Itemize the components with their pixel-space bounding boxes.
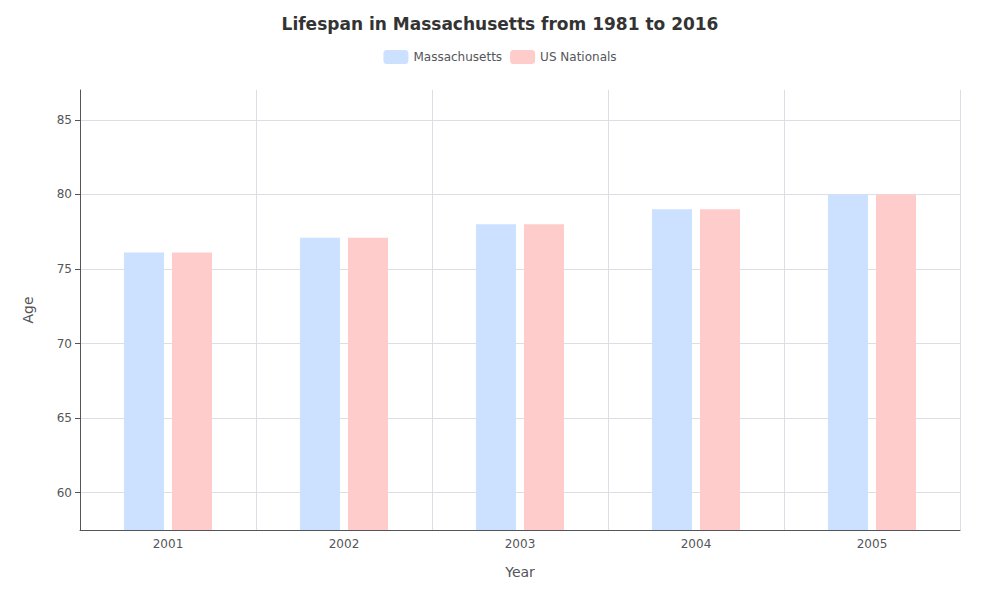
svg-text:Massachusetts: Massachusetts (413, 50, 502, 64)
svg-text:60: 60 (57, 486, 72, 500)
svg-text:75: 75 (57, 262, 72, 276)
svg-text:2002: 2002 (329, 537, 360, 551)
svg-text:2003: 2003 (505, 537, 536, 551)
svg-text:Lifespan in Massachusetts from: Lifespan in Massachusetts from 1981 to 2… (282, 14, 719, 34)
svg-text:2005: 2005 (857, 537, 888, 551)
svg-text:70: 70 (57, 337, 72, 351)
svg-text:US Nationals: US Nationals (540, 50, 616, 64)
svg-text:80: 80 (57, 187, 72, 201)
svg-text:2001: 2001 (153, 537, 184, 551)
svg-text:Year: Year (504, 564, 535, 580)
svg-text:2004: 2004 (681, 537, 712, 551)
svg-text:85: 85 (57, 113, 72, 127)
svg-text:Age: Age (20, 296, 36, 323)
svg-text:65: 65 (57, 411, 72, 425)
